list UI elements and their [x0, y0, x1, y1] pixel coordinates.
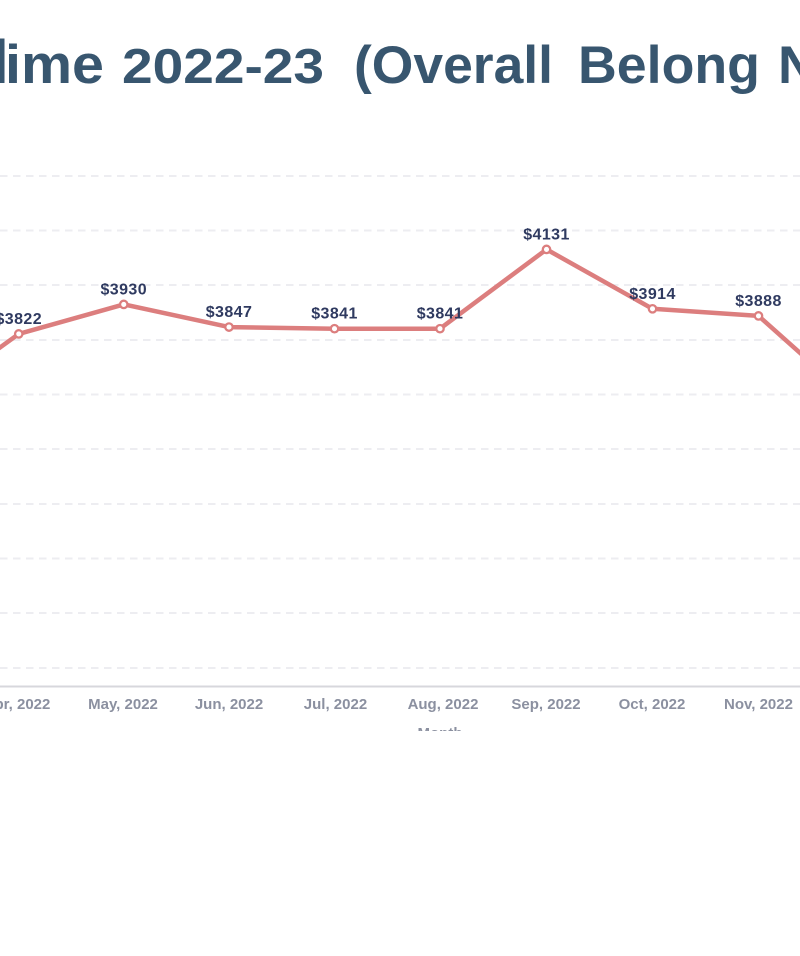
- svg-text:Sep, 2022: Sep, 2022: [511, 696, 580, 713]
- svg-text:Month: Month: [418, 725, 463, 731]
- svg-text:May, 2022: May, 2022: [88, 696, 158, 713]
- svg-text:ime: ime: [5, 33, 104, 95]
- svg-text:Nov, 2022: Nov, 2022: [724, 696, 793, 713]
- svg-text:$3930: $3930: [101, 281, 148, 298]
- svg-text:$3822: $3822: [0, 311, 42, 328]
- svg-text:$3888: $3888: [735, 293, 782, 310]
- svg-text:Jun, 2022: Jun, 2022: [195, 696, 263, 713]
- svg-text:$4131: $4131: [523, 226, 570, 243]
- svg-text:Aug, 2022: Aug, 2022: [408, 696, 479, 713]
- svg-text:$3847: $3847: [206, 304, 253, 321]
- svg-text:Belong: Belong: [578, 36, 760, 95]
- svg-text:Jul, 2022: Jul, 2022: [304, 696, 367, 713]
- svg-text:$3914: $3914: [629, 286, 676, 303]
- svg-text:(Overall: (Overall: [354, 36, 553, 95]
- svg-text:Netwo: Netwo: [778, 36, 800, 95]
- svg-text:2022-23: 2022-23: [122, 40, 324, 94]
- svg-text:$3841: $3841: [417, 306, 464, 323]
- svg-text:$3841: $3841: [311, 306, 358, 323]
- svg-text:Oct, 2022: Oct, 2022: [619, 696, 686, 713]
- svg-text:Apr, 2022: Apr, 2022: [0, 696, 50, 713]
